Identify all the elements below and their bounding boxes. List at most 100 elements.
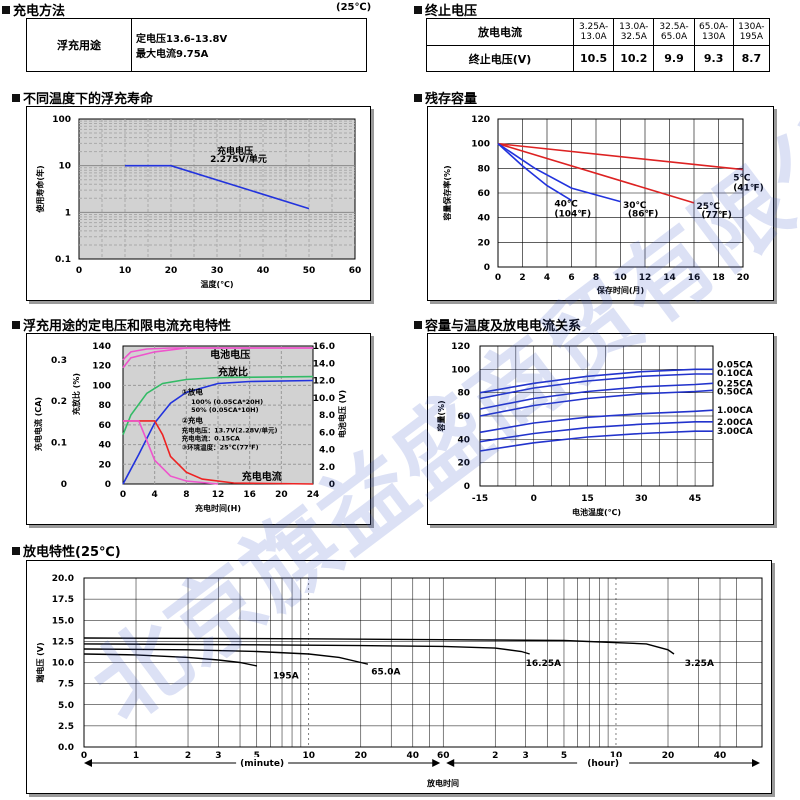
series-label: 0.50CA <box>717 388 753 398</box>
y-tick-label: 40 <box>477 214 490 224</box>
y-tick-label: 0 <box>464 482 470 492</box>
x-tick-label: 3 <box>215 751 221 761</box>
x-tick-label: 2 <box>185 751 191 761</box>
float-charge-table: 浮充用途 定电压13.6-13.8V 最大电流9.75A <box>26 18 367 72</box>
x-tick-label: 24 <box>307 490 320 500</box>
legend-item: 充电电压：13.7V(2.28V/单元) <box>182 426 278 435</box>
series-line <box>497 142 695 204</box>
y2-tick-label: 10.0 <box>313 394 335 404</box>
x-tick-label: 8 <box>593 273 599 283</box>
y-tick-label: 17.5 <box>52 595 74 605</box>
cutoff-current-cell: 13.0A-32.5A <box>613 18 655 46</box>
cutoff-voltage-cell: 10.2 <box>613 45 655 72</box>
y-tick-label: 10 <box>58 162 71 172</box>
discharge-chart-frame: 0.0 2.5 5.0 7.5 10.0 12.5 15.0 17.5 20.0 0 1 2 3 5 10 2… <box>26 560 772 794</box>
y2-tick-label: 16.0 <box>313 342 335 352</box>
y-tick-label: 20 <box>98 460 111 470</box>
y-tick-label: 100 <box>52 115 71 125</box>
x-tick-label: 20 <box>355 751 368 761</box>
series-line <box>479 409 714 434</box>
x-tick-label: 2 <box>492 751 498 761</box>
y2-tick-label: 2.0 <box>319 463 335 473</box>
y-tick-label: 10.0 <box>52 659 74 669</box>
cutoff-current-cell: 130A-195A <box>732 18 771 46</box>
x-tick-label: 0 <box>531 494 537 504</box>
series-line <box>122 375 314 435</box>
charge-ratio-label: 充放比 <box>218 366 248 379</box>
x-tick-label: 10 <box>119 266 132 276</box>
x-tick-label: 5 <box>561 751 567 761</box>
x-tick-label: 18 <box>712 273 725 283</box>
retention-chart: 0 20 40 60 80 100 120 0 2 4 6 8 10 12 14 16 18 20 保存时间(月) 容… <box>442 115 764 295</box>
x-tick-label: 0 <box>120 490 126 500</box>
x-axis-label: 保存时间(月) <box>596 285 644 295</box>
y-tick-label: 100 <box>92 381 111 391</box>
x-tick-label: 10 <box>614 273 627 283</box>
y-tick-label: 100 <box>451 365 470 375</box>
series-label: 195A <box>273 672 299 682</box>
legend-item: 100% (0.05CA*20H) <box>191 398 263 406</box>
x-tick-label: 2 <box>519 273 525 283</box>
cutoff-voltage-cell: 9.3 <box>693 45 734 72</box>
x-tick-label: 5 <box>254 751 260 761</box>
series-line <box>479 382 714 410</box>
x-tick-label: 1 <box>133 751 139 761</box>
series-label: 1.00CA <box>717 406 753 416</box>
series-label: (86℉) <box>628 209 659 219</box>
y-tick-label: 20 <box>457 459 470 469</box>
arrow-head <box>432 759 441 767</box>
life-chart: 100 10 1 0.1 0 10 20 30 40 50 60 温度(℃) 使用寿命(年) 充电电压2.… <box>35 115 362 289</box>
series-label: 16.25A <box>526 659 561 669</box>
series-line <box>122 347 313 361</box>
series-label: 5℃ <box>733 174 750 184</box>
x-axis-label: 电池温度(℃) <box>572 507 621 517</box>
float-voltage-spec: 定电压13.6-13.8V <box>136 34 228 45</box>
arrow-head <box>752 759 760 767</box>
x-tick-label: 60 <box>349 266 362 276</box>
segment-label-bg <box>577 757 630 769</box>
y-axis-label: 充放比 (%) <box>71 373 81 415</box>
series-line <box>83 653 257 667</box>
y-tick-label: 7.5 <box>58 680 74 690</box>
series-label: 25℃ <box>696 202 720 212</box>
x-tick-label: 40 <box>257 266 270 276</box>
y-tick-label: 40 <box>457 435 470 445</box>
segment-label-bg <box>236 757 289 769</box>
y-tick-label: 0.1 <box>55 255 71 265</box>
temperature-note: (25℃) <box>336 2 372 13</box>
charge-chart: 02040608010012014002.04.06.08.010.012.01… <box>33 342 347 513</box>
x-tick-label: 40 <box>714 751 727 761</box>
series-line <box>123 420 219 485</box>
y2-tick-label: 0 <box>329 480 335 490</box>
x-tick-label: 14 <box>663 273 676 283</box>
y-axis-label: 使用寿命(年) <box>35 165 45 213</box>
retention-chart-title: 残存容量 <box>414 88 477 107</box>
x-tick-label: 4 <box>152 490 158 500</box>
ca-tick-label: 0.3 <box>51 356 67 366</box>
discharge-chart-title: 放电特性(25℃) <box>12 541 121 560</box>
series-line <box>122 379 314 485</box>
y-tick-label: 1 <box>65 208 71 218</box>
x-tick-label: 10 <box>610 751 623 761</box>
series-line <box>479 421 713 443</box>
cutoff-voltage-cell: 8.7 <box>732 45 771 72</box>
ca-tick-label: 0.1 <box>51 439 67 449</box>
y-tick-label: 40 <box>98 441 111 451</box>
x-tick-label: 0 <box>76 266 82 276</box>
y-axis-label: 容量(%) <box>436 400 446 432</box>
legend-item: 充电电流：0.15CA <box>182 434 240 443</box>
battery-voltage-label: 电池电压 <box>210 348 250 361</box>
series-line <box>479 368 713 394</box>
y-tick-label: 0.0 <box>58 743 74 753</box>
charge-chart-title: 浮充用途的定电压和限电流充电特性 <box>12 315 231 334</box>
cutoff-voltage-label: 终止电压(V) <box>426 45 574 72</box>
y2-tick-label: 12.0 <box>313 377 335 387</box>
ca-tick-label: 0.2 <box>51 397 67 407</box>
x-tick-label: 20 <box>662 751 675 761</box>
y2-tick-label: 8.0 <box>319 411 335 421</box>
x-axis-label: 放电时间 <box>426 778 459 788</box>
y2-axis-label: 电池电压 (V) <box>337 390 347 438</box>
series-label: 0.05CA <box>717 361 753 371</box>
y-axis-label: 容量保存率(%) <box>442 165 452 221</box>
y-tick-label: 60 <box>457 412 470 422</box>
